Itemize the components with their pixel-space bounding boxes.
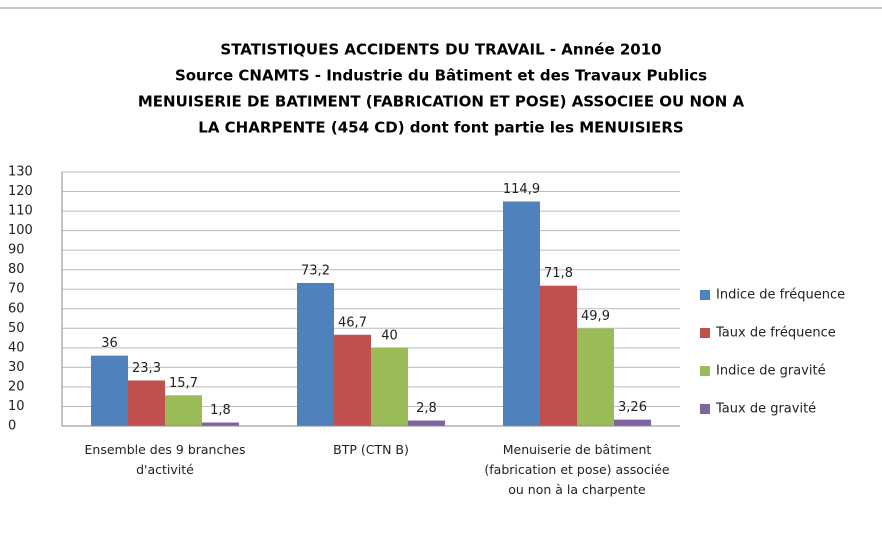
data-label: 46,7 — [338, 315, 367, 330]
bar — [408, 420, 445, 426]
data-label: 3,26 — [618, 400, 647, 415]
chart-title: Source CNAMTS - Industrie du Bâtiment et… — [175, 67, 707, 85]
y-tick-label: 110 — [8, 204, 33, 219]
data-label: 71,8 — [544, 266, 573, 281]
bar — [371, 347, 408, 426]
y-tick-label: 100 — [8, 223, 33, 238]
chart-title: MENUISERIE DE BATIMENT (FABRICATION ET P… — [138, 93, 745, 111]
legend-swatch — [700, 366, 710, 376]
data-label: 49,9 — [581, 309, 610, 324]
x-tick-label-box: BTP (CTN B) — [333, 442, 409, 457]
legend-swatch — [700, 290, 710, 300]
chart-title: STATISTIQUES ACCIDENTS DU TRAVAIL - Anné… — [220, 41, 661, 59]
legend-swatch — [700, 328, 710, 338]
x-tick-label-box: Ensemble des 9 branches d'activité — [84, 442, 246, 477]
y-tick-label: 60 — [8, 301, 25, 316]
x-tick-label: Ensemble des 9 branches d'activité — [84, 442, 246, 477]
data-label: 2,8 — [416, 401, 437, 416]
bar — [165, 395, 202, 426]
data-label: 15,7 — [169, 376, 198, 391]
y-tick-label: 120 — [8, 184, 33, 199]
y-tick-label: 90 — [8, 243, 25, 258]
y-tick-label: 10 — [8, 399, 25, 414]
y-tick-label: 0 — [8, 419, 16, 434]
legend-label: Indice de fréquence — [716, 288, 845, 303]
y-tick-label: 20 — [8, 379, 25, 394]
y-tick-label: 30 — [8, 360, 25, 375]
x-tick-label: Menuiserie de bâtiment (fabrication et p… — [484, 442, 670, 497]
bar — [334, 334, 371, 426]
bar — [503, 201, 540, 426]
y-tick-label: 80 — [8, 262, 25, 277]
y-tick-label: 130 — [8, 165, 33, 180]
y-tick-label: 40 — [8, 340, 25, 355]
data-label: 40 — [381, 328, 398, 343]
bar — [128, 380, 165, 426]
data-label: 23,3 — [132, 361, 161, 376]
bar — [577, 328, 614, 426]
data-label: 36 — [101, 336, 118, 351]
x-tick-label-box: Menuiserie de bâtiment (fabrication et p… — [484, 442, 670, 497]
data-label: 1,8 — [210, 403, 231, 418]
legend-label: Taux de gravité — [715, 402, 816, 417]
bar — [614, 419, 651, 426]
bar — [202, 422, 239, 426]
y-tick-label: 70 — [8, 282, 25, 297]
y-tick-label: 50 — [8, 321, 25, 336]
legend-swatch — [700, 404, 710, 414]
legend-label: Indice de gravité — [716, 364, 826, 379]
x-tick-label: BTP (CTN B) — [333, 442, 409, 457]
bar — [297, 282, 334, 426]
data-label: 114,9 — [503, 182, 540, 197]
chart-title: LA CHARPENTE (454 CD) dont font partie l… — [198, 119, 683, 137]
bar — [91, 355, 128, 426]
data-label: 73,2 — [301, 263, 330, 278]
bar — [540, 285, 577, 426]
legend-label: Taux de fréquence — [715, 326, 836, 341]
